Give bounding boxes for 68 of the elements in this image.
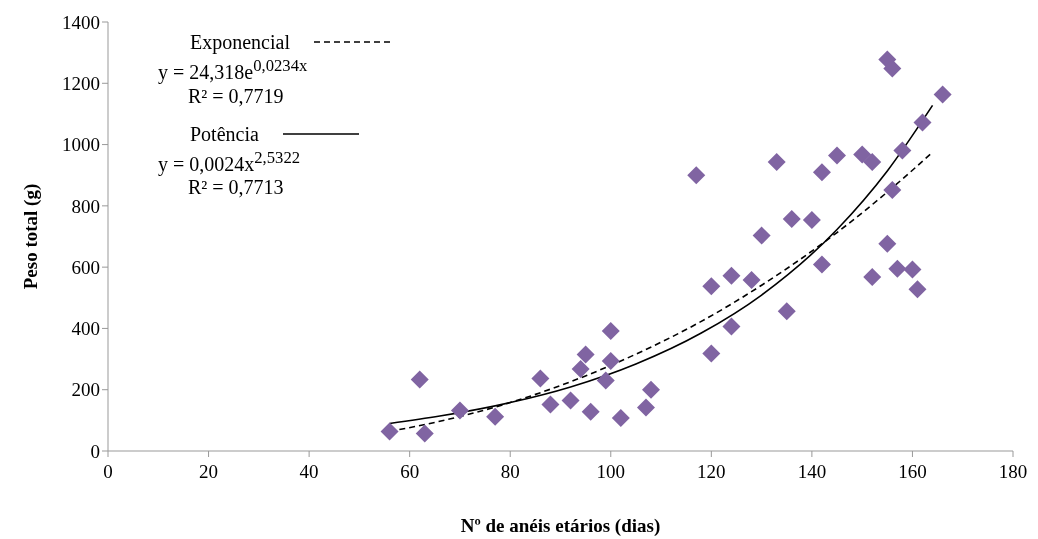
point	[883, 59, 902, 78]
point	[380, 422, 399, 441]
point	[541, 395, 560, 414]
point	[853, 145, 872, 164]
point	[722, 317, 741, 336]
x-tick-label: 100	[596, 461, 626, 483]
x-tick-label: 20	[199, 461, 219, 483]
point	[812, 163, 831, 182]
point	[486, 407, 505, 426]
x-tick-label: 60	[400, 461, 420, 483]
legend-label: Exponencial	[190, 30, 290, 54]
point	[828, 146, 847, 165]
point	[611, 408, 630, 427]
y-tick-label: 1400	[62, 11, 100, 33]
x-tick-label: 140	[797, 461, 827, 483]
annotation: y = 0,0024x$^{2,5322}$	[157, 146, 302, 176]
annotation: R² = 0,7719	[187, 83, 285, 108]
y-axis-title: Peso total (g)	[19, 183, 42, 290]
y-tick-label: 200	[71, 379, 100, 401]
point	[531, 369, 550, 388]
point	[581, 402, 600, 421]
point	[883, 180, 902, 199]
legend-label: Potência	[190, 121, 259, 146]
point	[561, 391, 580, 410]
point	[410, 370, 429, 389]
point	[908, 280, 927, 299]
point	[415, 424, 434, 443]
x-tick-label: 180	[998, 461, 1028, 483]
point	[802, 210, 821, 229]
point	[642, 380, 660, 399]
point	[576, 345, 595, 364]
point	[702, 344, 721, 363]
point	[933, 85, 952, 104]
point	[450, 401, 469, 420]
x-axis-title: Nº de anéis etários (dias)	[460, 515, 661, 538]
point	[782, 210, 801, 229]
point	[742, 271, 761, 290]
annotation: y = 24,318e$^{0,0234x}$	[157, 55, 309, 84]
point	[863, 153, 882, 172]
x-tick-label: 40	[299, 461, 319, 483]
point	[722, 266, 741, 285]
y-tick-label: 0	[90, 440, 100, 462]
point	[863, 267, 882, 286]
x-tick-label: 80	[500, 461, 520, 483]
point	[888, 259, 907, 278]
point	[636, 398, 655, 417]
point	[702, 277, 721, 296]
point	[903, 260, 922, 279]
y-tick-label: 800	[71, 195, 100, 217]
y-tick-label: 1200	[62, 73, 100, 95]
x-tick-label: 120	[697, 461, 726, 483]
point	[687, 166, 706, 185]
y-tick-label: 1000	[62, 134, 100, 156]
y-tick-label: 400	[71, 318, 100, 340]
x-tick-label: 160	[898, 461, 927, 483]
point	[893, 141, 912, 160]
point	[571, 359, 590, 378]
point	[878, 234, 897, 253]
point	[601, 351, 620, 370]
y-tick-label: 600	[71, 256, 100, 278]
point	[913, 113, 932, 132]
point	[601, 321, 620, 340]
point	[596, 371, 615, 390]
point	[812, 255, 831, 274]
point	[752, 226, 771, 245]
point	[767, 153, 786, 172]
annotation: R² = 0,7713	[187, 175, 285, 200]
point	[777, 302, 796, 321]
